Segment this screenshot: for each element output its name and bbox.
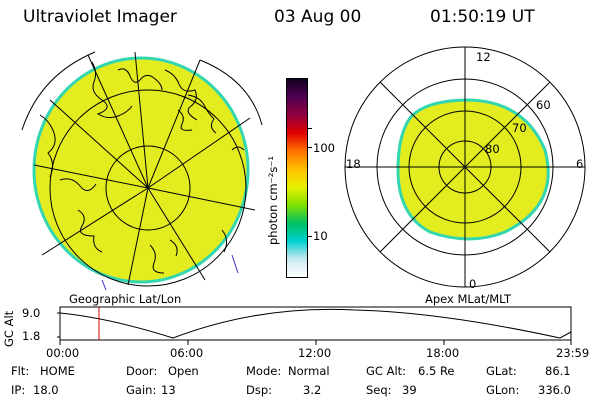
seq-label: Seq: [366,383,392,397]
glon-value: 336.0 [538,383,571,397]
dsp-value: 3.2 [303,383,322,397]
gcalt-value: 6.5 Re [418,364,455,378]
flt-value: HOME [40,364,75,378]
timeline-xtick-1800: 18:00 [426,346,460,360]
timeline-ytick-low: 1.8 [22,329,41,343]
colorbar [286,78,308,278]
dsp-label: Dsp: [246,383,273,397]
glat-value: 86.1 [545,364,571,378]
polar-label-right: 6 [576,157,583,171]
polar-ring-label-80: 80 [485,142,500,156]
timeline-frame [59,306,572,341]
polar-ring-label-70: 70 [512,121,527,135]
timeline-xtick-2359: 23:59 [556,346,590,360]
glat-label: GLat: [486,364,517,378]
polar-label-top: 12 [476,50,491,64]
polar-ring-label-60: 60 [536,98,551,112]
colorbar-tick-mark [308,236,312,237]
gain-value: 13 [161,383,176,397]
gcalt-label: GC Alt: [366,364,407,378]
timeline-xtick-0600: 06:00 [170,346,204,360]
gain-label: Gain: [126,383,157,397]
time-label: 01:50:19 UT [430,7,535,27]
instrument-title: Ultraviolet Imager [23,7,177,27]
apex-label: Apex MLat/MLT [425,292,512,306]
timeline-xtick-0000: 00:00 [46,346,80,360]
mode-value: Normal [288,364,330,378]
ip-value: 18.0 [33,383,59,397]
glon-label: GLon: [486,383,520,397]
polar-label-bottom: 0 [469,277,476,291]
timeline-xtick-1200: 12:00 [298,346,332,360]
geographic-label: Geographic Lat/Lon [69,292,182,306]
colorbar-tick-100: 100 [313,141,335,155]
ip-label: IP: [11,383,26,397]
colorbar-tick-mark [308,128,312,129]
seq-value: 39 [402,383,417,397]
colorbar-tick-mark [308,147,312,148]
altitude-curve [59,308,572,339]
mode-label: Mode: [246,364,282,378]
date-label: 03 Aug 00 [274,7,362,27]
polar-label-left: 18 [346,157,361,171]
flt-label: Flt: [11,364,30,378]
door-label: Door: [126,364,158,378]
colorbar-tick-10: 10 [313,229,328,243]
timeline-ytick-high: 9.0 [22,306,41,320]
door-value: Open [168,364,199,378]
